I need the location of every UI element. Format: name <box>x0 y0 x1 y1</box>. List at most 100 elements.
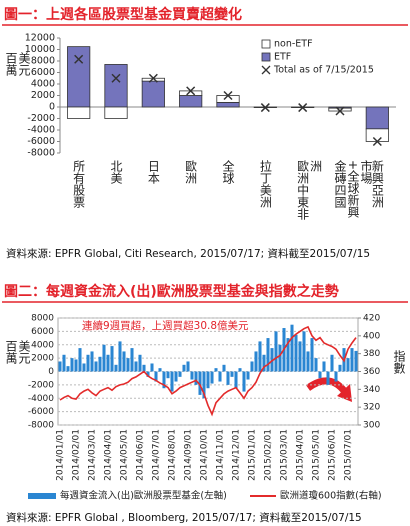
total-marker <box>335 106 345 116</box>
bar <box>210 371 214 384</box>
x-tick-label: 2014/09/01 <box>184 429 194 481</box>
bar <box>306 351 310 372</box>
bar <box>218 371 222 382</box>
x-tick-label: 2014/04/01 <box>104 429 114 481</box>
y-tick-label: 2000 <box>31 354 54 364</box>
bar <box>130 348 134 372</box>
bar <box>104 106 128 119</box>
y2-tick-label: 300 <box>363 421 380 431</box>
bar <box>78 348 82 372</box>
bar <box>94 361 98 372</box>
bar <box>278 344 282 372</box>
y2-label: 指數 <box>392 350 406 374</box>
bar <box>170 371 174 392</box>
bar <box>250 361 254 372</box>
title: 圖一：上週各區股票型基金買賣超變化 <box>4 7 242 23</box>
bar <box>266 338 270 372</box>
bar <box>146 371 150 377</box>
bar <box>290 324 294 372</box>
bar <box>114 364 118 372</box>
x-tick-label: 拉丁美洲 <box>258 160 273 208</box>
bar <box>118 341 122 372</box>
bar <box>214 368 218 372</box>
x-tick-label: 所有股票 <box>71 160 86 208</box>
y2-tick-label: 400 <box>363 331 380 341</box>
bar <box>330 354 334 372</box>
x-tick-label: 2015/05/01 <box>312 429 322 481</box>
bar <box>66 366 70 372</box>
bar <box>86 354 90 372</box>
bar <box>141 80 165 108</box>
bar <box>142 364 146 372</box>
bar <box>90 351 94 372</box>
y-tick-label: 6000 <box>31 67 55 78</box>
bar <box>262 354 266 372</box>
y-tick-label: 8000 <box>31 314 54 324</box>
bar <box>242 371 246 392</box>
bar <box>162 371 166 389</box>
bar <box>186 361 190 372</box>
y2-tick-label: 380 <box>363 349 380 359</box>
legend-swatch <box>261 65 271 75</box>
bar <box>234 371 238 389</box>
bar <box>74 359 78 372</box>
x-tick-label: 2014/03/01 <box>88 429 98 481</box>
x-tick-label: 2015/02/01 <box>264 429 274 481</box>
x-tick-label: 歐洲中東非洲 <box>295 160 323 220</box>
bar <box>182 364 186 372</box>
x-tick-label: 全球 <box>221 160 235 184</box>
bar <box>154 371 158 382</box>
x-tick-label: 歐洲 <box>183 160 198 184</box>
y-label: 百萬美元 <box>4 52 31 76</box>
bar <box>350 348 354 372</box>
bar <box>334 371 338 382</box>
bar <box>67 46 91 108</box>
y-tick-label: -6000 <box>27 136 55 147</box>
bar <box>274 331 278 372</box>
bar <box>346 358 350 372</box>
bar <box>286 338 290 372</box>
bar <box>138 354 142 372</box>
bar <box>226 371 230 385</box>
bar <box>110 346 114 372</box>
title: 圖二：每週資金流入(出)歐洲股票型基金與指數之走勢 <box>4 284 339 300</box>
bar <box>158 368 162 372</box>
y-tick-label: -8000 <box>27 148 55 159</box>
x-tick-label: 日本 <box>146 160 161 184</box>
y-tick-label: 0 <box>49 102 55 113</box>
bar <box>326 371 330 385</box>
bar <box>254 351 258 372</box>
legend-label: 歐洲道瓊600指數(右軸) <box>280 490 382 502</box>
x-tick-label: 2015/04/01 <box>296 429 306 481</box>
bar <box>314 358 318 372</box>
bar <box>70 358 74 372</box>
source: 資料來源: EPFR Global, Citi Research, 2015/0… <box>6 248 371 260</box>
bar <box>202 371 206 399</box>
bar <box>174 371 178 382</box>
x-tick-label: 2014/07/01 <box>152 429 162 481</box>
y-tick-label: -2000 <box>28 380 54 390</box>
x-tick-label: 2015/06/01 <box>328 429 338 481</box>
total-marker <box>298 103 308 113</box>
bar <box>338 364 342 372</box>
legend-label: 每週資金流入(出)歐洲股票型基金(左軸) <box>60 490 227 502</box>
x-tick-label: 2014/11/01 <box>216 429 226 481</box>
bar <box>82 363 86 372</box>
bar <box>126 358 130 372</box>
bar <box>354 350 358 372</box>
bar <box>178 371 182 377</box>
y-tick-label: 4000 <box>31 79 55 90</box>
bar <box>238 368 242 372</box>
bar <box>206 371 210 389</box>
bar <box>365 128 389 142</box>
bar <box>190 371 194 380</box>
bar <box>302 331 306 372</box>
y-tick-label: 0 <box>48 367 54 377</box>
y-tick-label: -6000 <box>28 407 54 417</box>
index-line <box>59 325 357 417</box>
y-tick-label: 10000 <box>25 44 55 55</box>
total-marker <box>223 90 233 101</box>
bar <box>246 371 250 380</box>
y-tick-label: 12000 <box>25 33 55 44</box>
x-tick-label: 金磚四國+全球新興市場 <box>333 160 373 219</box>
